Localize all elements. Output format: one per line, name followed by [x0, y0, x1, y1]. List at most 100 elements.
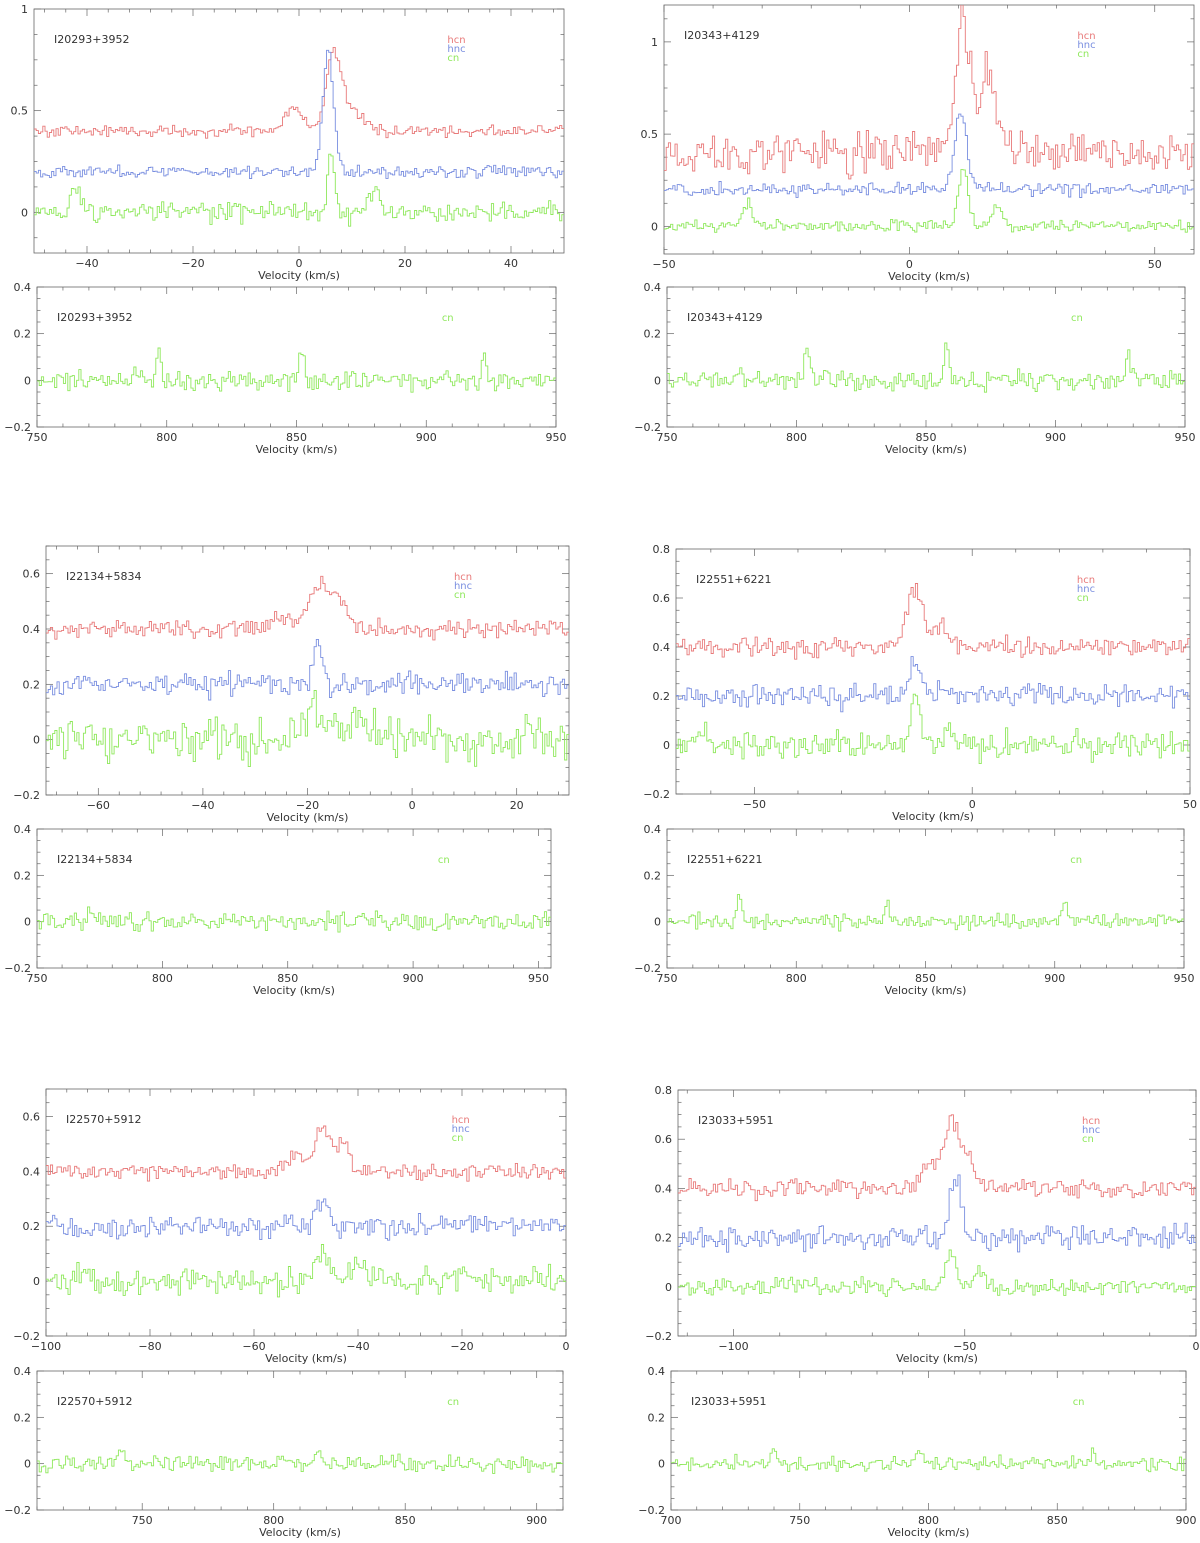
- x-tick-label: 850: [915, 972, 936, 985]
- x-tick-label: 900: [403, 972, 424, 985]
- source-name: I20293+3952: [57, 311, 132, 324]
- legend-entry-cn: cn: [1077, 593, 1089, 604]
- legend-entry-hcn: hcn: [452, 1115, 470, 1126]
- y-tick-label: 0.2: [644, 869, 662, 882]
- y-tick-label: 0.8: [655, 1084, 673, 1097]
- y-tick-label: 0.6: [655, 1133, 673, 1146]
- plot-frame: [36, 1370, 564, 1511]
- x-tick-label: 800: [263, 1514, 284, 1527]
- cn-spectrum: [676, 693, 1190, 765]
- y-tick-label: −0.2: [645, 1330, 672, 1343]
- x-tick-label: 800: [152, 972, 173, 985]
- x-tick-label: 750: [789, 1514, 810, 1527]
- x-tick-label: 40: [504, 257, 518, 270]
- x-tick-label: 900: [1045, 431, 1066, 444]
- source-name: I20293+3952: [54, 33, 129, 46]
- x-tick-label: −20: [181, 257, 204, 270]
- cn-spectrum: [46, 690, 569, 768]
- legend-entry-hcn: hcn: [1077, 31, 1095, 42]
- legend-entry-hnc: hnc: [452, 1124, 470, 1135]
- source-name: I22570+5912: [57, 1395, 132, 1408]
- y-tick-label: 0.2: [655, 1232, 673, 1245]
- legend-entry-cn: cn: [442, 313, 454, 324]
- y-tick-label: −0.2: [643, 788, 670, 801]
- y-tick-label: 0: [33, 734, 40, 747]
- legend-entry-hnc: hnc: [447, 44, 465, 55]
- plot-frame: [666, 286, 1186, 428]
- y-tick-label: 0.2: [14, 869, 32, 882]
- plot-frame: [663, 4, 1195, 255]
- y-tick-label: 0: [663, 739, 670, 752]
- hnc-spectrum: [34, 49, 564, 179]
- x-axis-label: Velocity (km/s): [892, 810, 974, 823]
- spectrum-panel: 750 800 850 900 950 −0.2 0 0.2 0.4 Velocity (km/s…: [634, 823, 1194, 997]
- legend-entry-cn: cn: [1070, 855, 1082, 866]
- x-tick-label: −50: [652, 258, 675, 271]
- x-tick-label: −50: [743, 798, 766, 811]
- y-tick-label: −0.2: [4, 962, 31, 975]
- y-tick-label: 1: [651, 36, 658, 49]
- x-tick-label: 50: [1148, 258, 1162, 271]
- x-tick-label: 900: [1176, 1514, 1197, 1527]
- x-tick-label: 750: [657, 431, 678, 444]
- y-tick-label: 0.2: [648, 1411, 666, 1424]
- cn-spectrum: [667, 342, 1185, 393]
- source-name: I22134+5834: [57, 853, 132, 866]
- y-tick-label: 0.5: [641, 128, 659, 141]
- spectrum-panel: 750 800 850 900 −0.2 0 0.2 0.4 Velocity (km/s) I2…: [4, 1365, 564, 1539]
- x-tick-label: −40: [75, 257, 98, 270]
- x-tick-label: 950: [528, 972, 549, 985]
- x-axis-label: Velocity (km/s): [267, 811, 349, 824]
- y-tick-label: 0: [665, 1281, 672, 1294]
- spectrum-panel: −50 0 50 −0.2 0 0.2 0.4 0.6 0.8 Velocity (km/s) I2…: [643, 543, 1197, 823]
- hnc-spectrum: [46, 1198, 566, 1241]
- spectrum-panel: −40 −20 0 20 40 0 0.5 1 Velocity (km/s) I20293+39…: [11, 3, 565, 282]
- x-tick-label: 800: [156, 431, 177, 444]
- legend-entry-hnc: hnc: [1077, 40, 1095, 51]
- y-tick-label: −0.2: [634, 421, 661, 434]
- x-tick-label: −100: [718, 1340, 748, 1353]
- cn-spectrum: [46, 1244, 566, 1298]
- x-axis-label: Velocity (km/s): [896, 1352, 978, 1365]
- cn-spectrum: [671, 1447, 1186, 1473]
- spectrum-panel: 750 800 850 900 950 −0.2 0 0.2 0.4 Velocity (km/s…: [4, 823, 552, 997]
- y-tick-label: −0.2: [13, 789, 40, 802]
- y-tick-label: 0.4: [653, 641, 671, 654]
- x-tick-label: 20: [510, 799, 524, 812]
- source-name: I20343+4129: [684, 29, 759, 42]
- y-tick-label: 0.2: [23, 678, 41, 691]
- cn-spectrum: [34, 153, 564, 227]
- y-tick-label: 0: [24, 374, 31, 387]
- y-tick-label: 0.4: [14, 823, 32, 836]
- x-axis-label: Velocity (km/s): [253, 984, 335, 997]
- x-tick-label: 0: [969, 798, 976, 811]
- hcn-spectrum: [678, 1114, 1196, 1202]
- x-tick-label: 850: [277, 972, 298, 985]
- x-tick-label: 900: [416, 431, 437, 444]
- y-tick-label: 0.2: [14, 1411, 32, 1424]
- y-tick-label: 0.4: [655, 1182, 673, 1195]
- x-axis-label: Velocity (km/s): [888, 270, 970, 283]
- legend-entry-cn: cn: [447, 1397, 459, 1408]
- legend-entry-cn: cn: [1073, 1397, 1085, 1408]
- y-tick-label: 0.2: [23, 1220, 41, 1233]
- x-tick-label: 700: [661, 1514, 682, 1527]
- x-tick-label: 750: [657, 972, 678, 985]
- y-tick-label: −0.2: [634, 962, 661, 975]
- x-tick-label: −60: [242, 1340, 265, 1353]
- legend-entry-hcn: hcn: [454, 572, 472, 583]
- hnc-spectrum: [678, 1174, 1196, 1253]
- x-tick-label: 900: [526, 1514, 547, 1527]
- x-tick-label: 800: [786, 972, 807, 985]
- source-name: I22570+5912: [66, 1113, 141, 1126]
- legend-entry-cn: cn: [452, 1133, 464, 1144]
- source-name: I22551+6221: [696, 573, 771, 586]
- plot-frame: [670, 1370, 1187, 1511]
- x-tick-label: 0: [409, 799, 416, 812]
- x-tick-label: 950: [1175, 431, 1196, 444]
- x-axis-label: Velocity (km/s): [259, 1526, 341, 1539]
- source-name: I23033+5951: [698, 1114, 773, 1127]
- source-name: I22134+5834: [66, 570, 141, 583]
- x-tick-label: −20: [450, 1340, 473, 1353]
- x-tick-label: 900: [1044, 972, 1065, 985]
